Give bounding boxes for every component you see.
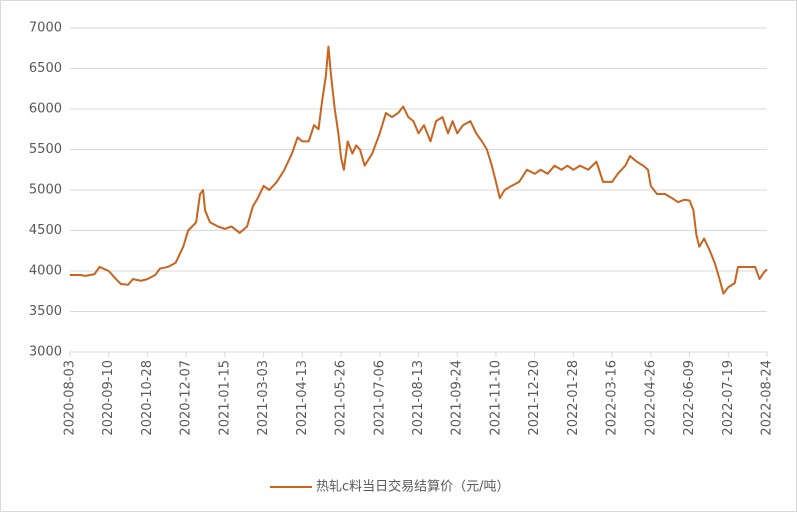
- x-tick-label: 2021-12-20: [527, 360, 542, 436]
- y-tick-label: 5500: [29, 142, 62, 157]
- x-tick-label: 2022-01-28: [566, 360, 581, 436]
- y-tick-label: 3000: [29, 345, 62, 360]
- x-tick-label: 2021-11-10: [488, 360, 503, 436]
- y-tick-label: 6500: [29, 61, 62, 76]
- line-series: [70, 45, 768, 295]
- y-tick-label: 7000: [29, 21, 62, 36]
- y-tick-label: 5000: [29, 183, 62, 198]
- legend-label: 热轧c料当日交易结算价（元/吨）: [316, 479, 510, 495]
- y-tick-label: 4500: [29, 223, 62, 238]
- x-tick-label: 2020-12-07: [179, 360, 194, 436]
- x-tick-label: 2020-10-28: [140, 360, 155, 436]
- x-tick-label: 2022-06-09: [682, 360, 697, 436]
- x-tick-label: 2021-09-24: [450, 360, 465, 436]
- y-tick-label: 4000: [29, 264, 62, 279]
- x-tick-label: 2021-03-03: [256, 360, 271, 436]
- x-tick-label: 2020-08-03: [63, 360, 78, 436]
- x-tick-label: 2021-01-15: [217, 360, 232, 436]
- x-tick-label: 2022-03-16: [605, 360, 620, 436]
- x-tick-label: 2021-04-13: [295, 360, 310, 436]
- x-tick-label: 2021-05-26: [334, 360, 349, 436]
- y-tick-label: 6000: [29, 102, 62, 117]
- x-tick-label: 2021-07-06: [372, 360, 387, 436]
- x-tick-label: 2021-08-13: [411, 360, 426, 436]
- x-tick-label: 2022-07-19: [721, 360, 736, 436]
- x-tick-label: 2022-08-24: [760, 360, 775, 436]
- x-tick-label: 2022-04-26: [643, 360, 658, 436]
- y-tick-label: 3500: [29, 304, 62, 319]
- x-tick-label: 2020-09-10: [101, 360, 116, 436]
